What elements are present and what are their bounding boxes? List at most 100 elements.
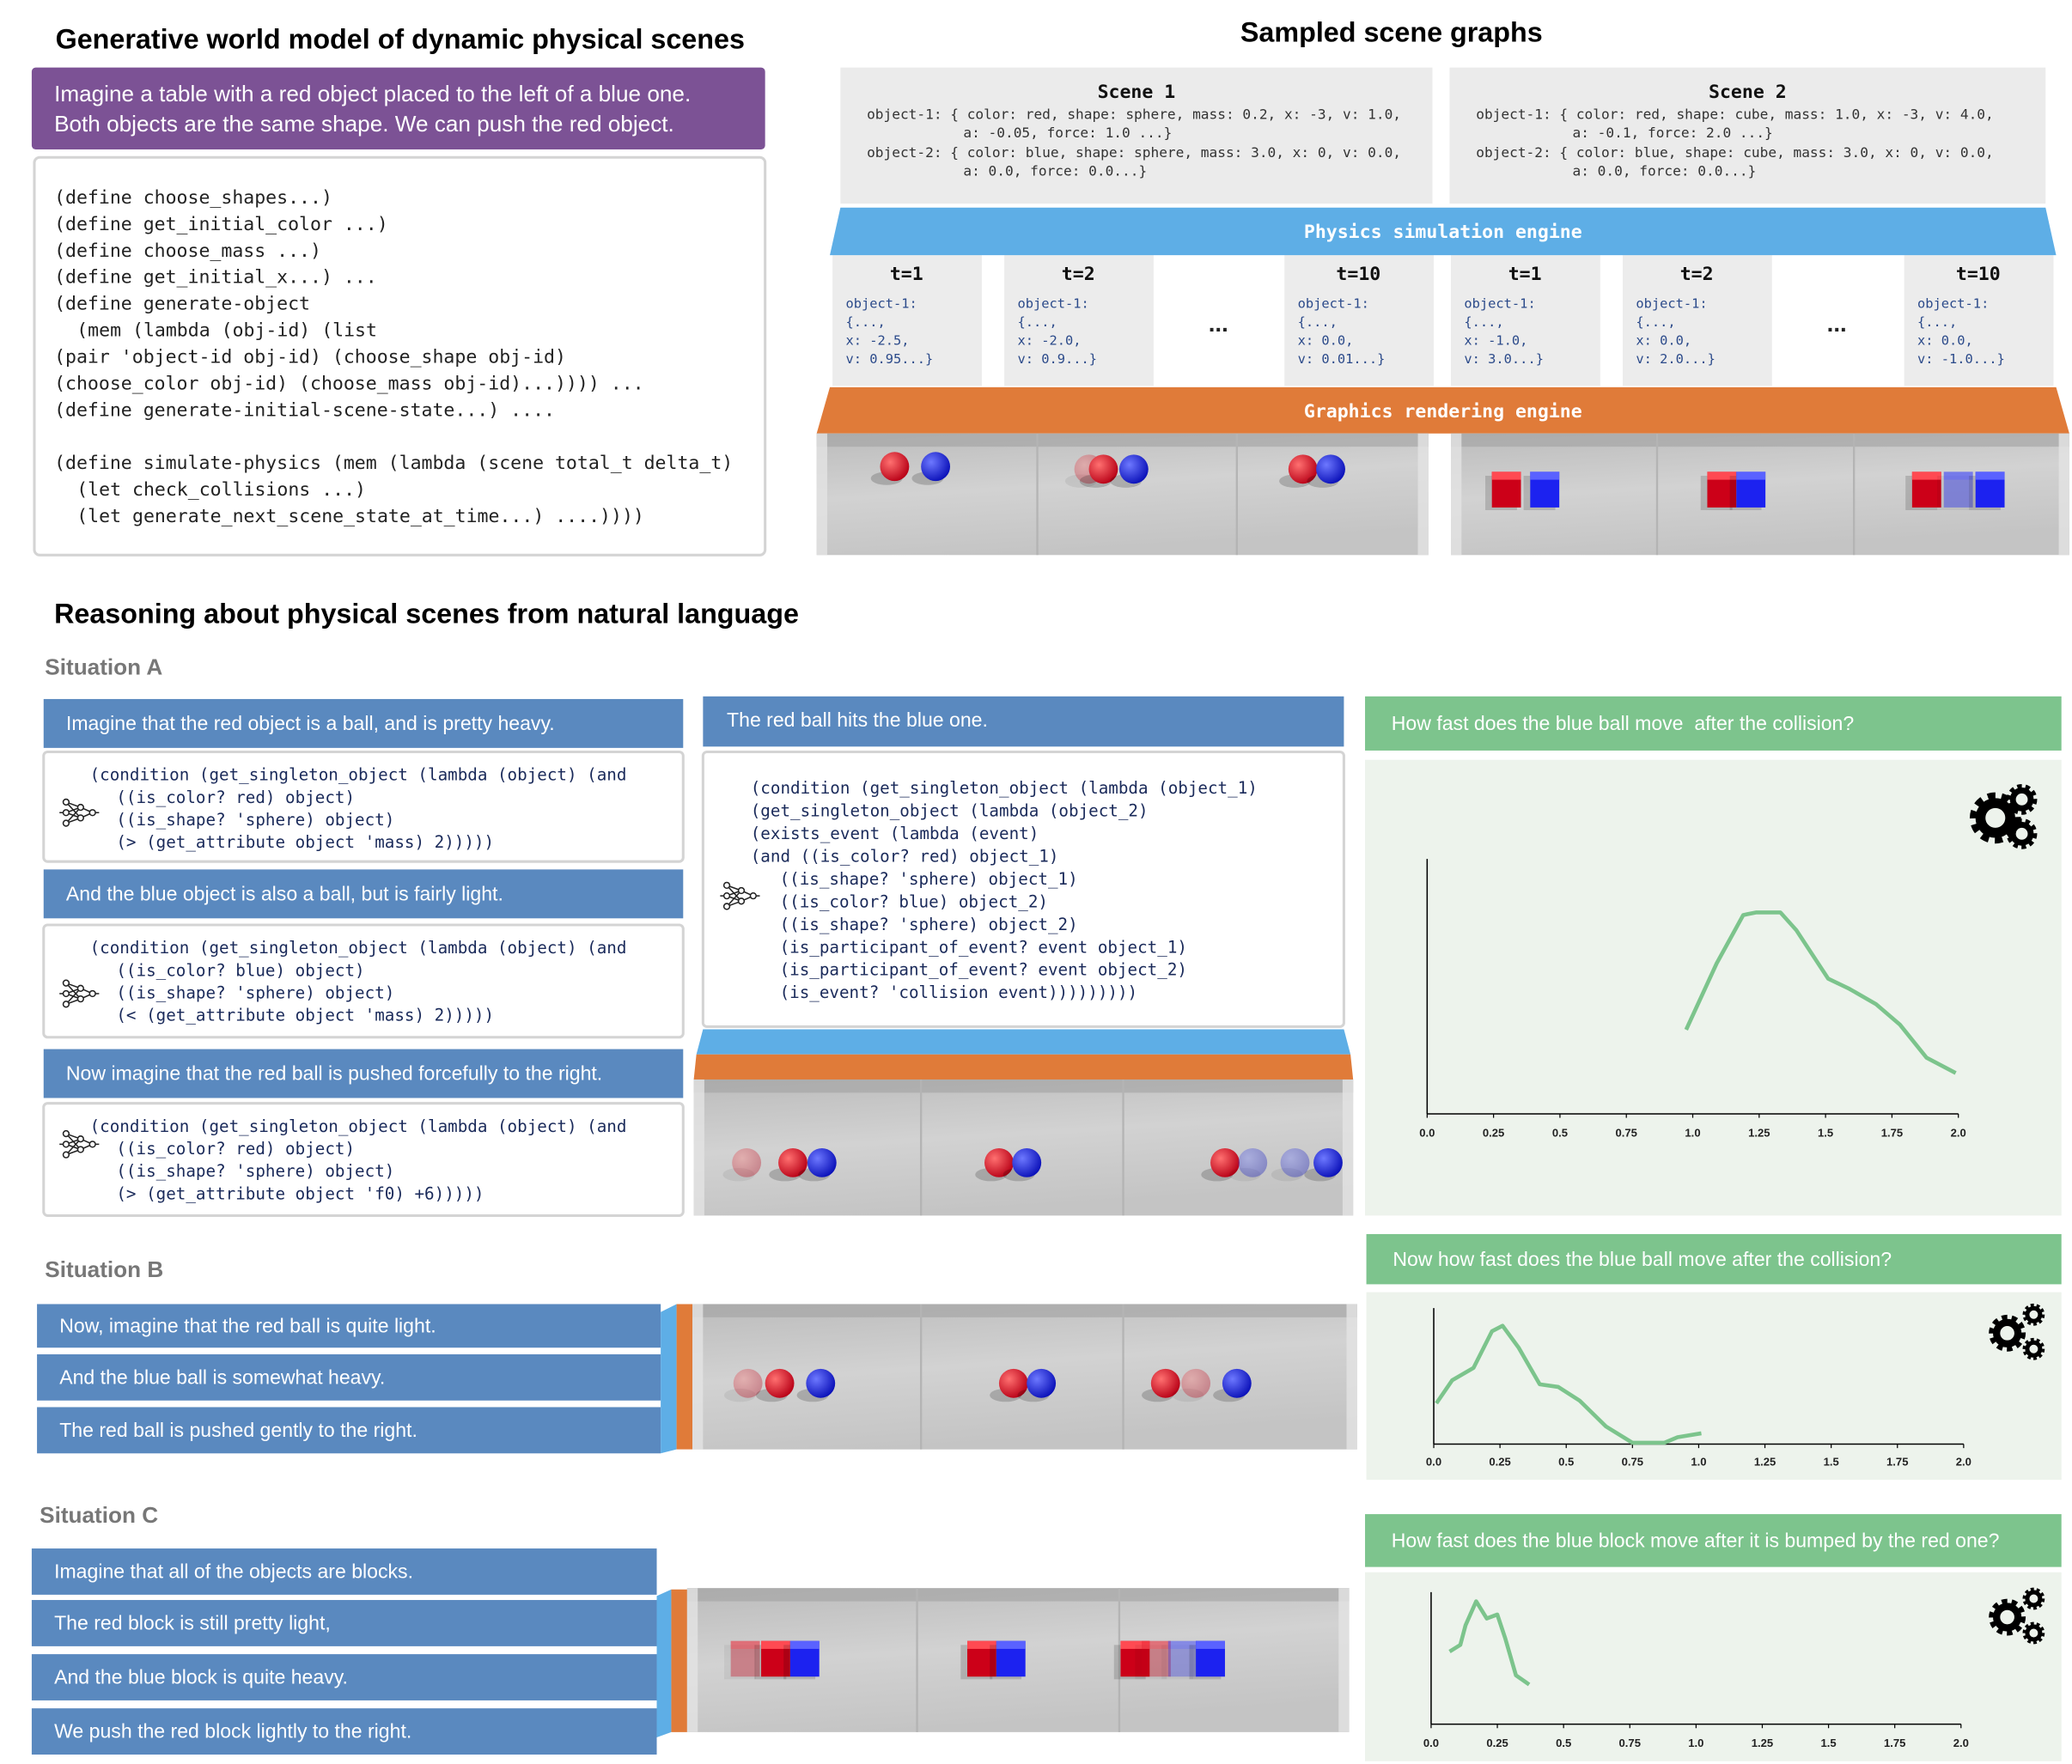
red-sphere [1288,454,1318,484]
render-back-wall [693,1079,1354,1093]
code-line: (> (get_attribute object 'f0) +6))))) [116,1183,484,1203]
timestep-line: object-1: [1636,296,1707,312]
timestep-line: {..., [1464,314,1503,330]
timestep-label: t=1 [1508,264,1542,285]
timestep-box [1004,255,1154,386]
statement-box [37,1407,661,1454]
code-line: (let check_collisions ...) [76,479,366,501]
blue-sphere [921,452,951,482]
x-tick-label: 1.0 [1688,1737,1703,1749]
question-box [1365,1514,2062,1567]
statement-text: And the blue ball is somewhat heavy. [59,1366,385,1388]
timestep-box [1284,255,1435,386]
code-line: (define simulate-physics (mem (lambda (s… [54,453,733,474]
object-shadow [1937,475,1970,510]
red-sphere [1210,1147,1240,1177]
red-sphere [984,1147,1014,1177]
x-tick-label: 1.5 [1820,1737,1836,1749]
x-tick-label: 0.0 [1426,1456,1441,1469]
x-tick-label: 2.0 [1956,1456,1971,1469]
red-sphere [880,452,910,482]
statement-box [31,1600,657,1646]
cube-top [996,1640,1026,1649]
statement-box [37,1353,661,1401]
object-shadow [723,1645,756,1680]
x-tick-label: 1.5 [1818,1126,1833,1139]
render-side [1342,1079,1354,1216]
code-line: (exists_event (lambda (event) [751,824,1039,843]
timestep-line: {..., [1017,314,1057,330]
code-line: (condition (get_singleton_object (lambda… [90,765,627,785]
rendering-engine [693,1054,1354,1080]
timestep-line: x: -2.0, [1017,333,1081,349]
statement-text: We push the red block lightly to the rig… [54,1720,411,1743]
code-line: (is_participant_of_event? event object_1… [780,937,1187,957]
situation-label: Situation B [45,1256,163,1282]
cube-top [1736,471,1766,480]
red-sphere [1088,454,1118,484]
timestep-line: {..., [1636,314,1675,330]
code-line: ((is_color? red) object) [116,1139,355,1159]
code-line: (condition (get_singleton_object (lambda… [751,778,1258,798]
code-line: (define get_initial_x...) ... [54,267,377,289]
x-tick-label: 1.0 [1685,1126,1700,1139]
render-floor [693,1079,1354,1216]
plot-panel [1365,759,2062,1216]
physics-engine [830,207,2057,256]
situation-label: Situation A [45,654,162,679]
cube-top [1943,471,1973,480]
statement-text: Now imagine that the red ball is pushed … [66,1062,602,1085]
cube-top [1911,471,1941,480]
timestep-line: object-1: [1298,296,1369,312]
render-side [1451,433,1462,556]
blue-sphere [1118,454,1149,484]
statement-text: Imagine that the red object is a ball, a… [66,712,555,734]
cube-top [967,1640,996,1649]
timestep-box [832,255,982,386]
rendering-engine [816,386,2069,434]
plot-panel [1366,1292,2062,1481]
blue-sphere [807,1147,837,1177]
scene-graph-line: object-2: { color: blue, shape: cube, ma… [1476,144,1993,161]
blue-sphere [1238,1147,1268,1177]
timestep-line: x: -2.5, [845,333,909,349]
scene-label: Scene 2 [1709,82,1787,103]
timestep-label: t=1 [890,264,923,285]
render-side [2058,433,2069,556]
code-line: (pair 'object-id obj-id) (choose_shape o… [54,346,566,368]
timestep-line: {..., [1298,314,1338,330]
cube-top [1196,1640,1225,1649]
statement-box [31,1708,657,1755]
ellipsis: ... [1827,310,1847,337]
question-box [1365,696,2062,751]
cube-top [1707,471,1737,480]
scene-label: Scene 1 [1098,82,1176,103]
timestep-line: v: -1.0...} [1917,351,2005,367]
code-line: (define choose_mass ...) [54,240,321,262]
timestep-label: t=2 [1680,264,1714,285]
code-box [42,1102,685,1217]
physics-engine [661,1304,677,1454]
scene-graph-line: a: -0.05, force: 1.0 ...} [963,125,1172,141]
statement-box [43,1049,684,1098]
x-tick-label: 0.5 [1552,1126,1568,1139]
render-back-wall [686,1588,1350,1602]
red-cube [1142,1640,1171,1677]
cube-top [1491,471,1521,480]
scene-graph-line: a: 0.0, force: 0.0...} [963,163,1147,179]
timestep-line: x: 0.0, [1917,333,1973,349]
timestep-line: v: 2.0...} [1636,351,1715,367]
scene-graph-line: object-2: { color: blue, shape: sphere, … [867,144,1401,161]
blue-cube [1943,471,1973,508]
timestep-line: object-1: [1464,296,1535,312]
rendering-engine [676,1304,693,1450]
code-box [33,155,767,557]
scene-graph-box [1449,67,2046,204]
scene-graph-line: object-1: { color: red, shape: cube, mas… [1476,106,1993,123]
x-tick-label: 0.0 [1419,1126,1435,1139]
density-curve [1448,1599,1531,1687]
cube-top [789,1640,820,1649]
